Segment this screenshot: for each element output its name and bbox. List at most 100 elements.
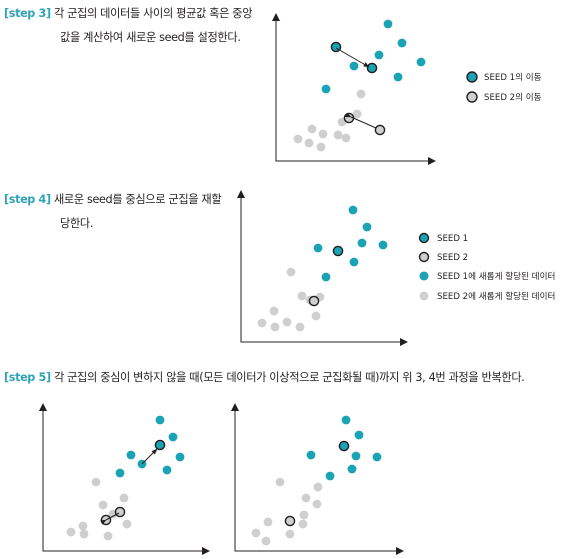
data-point-cluster2-13	[66, 527, 76, 537]
seed-point-cluster2-18	[308, 295, 320, 307]
seed-point-cluster2-18	[114, 506, 126, 518]
data-point-cluster2-8	[275, 477, 285, 487]
data-point-cluster2-14	[251, 528, 261, 538]
data-point-cluster1-2	[306, 450, 316, 460]
data-point-cluster2-13	[263, 517, 273, 527]
data-point-cluster2-15	[103, 531, 113, 541]
data-point-cluster2-18	[341, 133, 351, 143]
data-point-cluster2-13	[318, 129, 328, 139]
data-point-cluster2-8	[286, 267, 296, 277]
legend-seed1-move-label: SEED 1의 이동	[484, 72, 542, 83]
step4-description-1: 새로운 seed를 중심으로 군집을 재할	[53, 193, 222, 206]
legend-seed1-marker	[418, 232, 430, 244]
data-point-cluster2-16	[270, 322, 280, 332]
data-point-cluster1-2	[357, 238, 367, 248]
data-point-cluster1-2	[126, 450, 136, 460]
seed2-move-arrow	[345, 112, 377, 129]
data-point-cluster2-9	[301, 493, 311, 503]
step3-description-1: 각 군집의 데이터들 사이의 평균값 혹은 중앙	[53, 7, 253, 20]
seed-point-cluster2-18	[284, 515, 296, 527]
legend-seed2-assigned-label: SEED 2에 새롭게 할당된 데이터	[437, 290, 555, 302]
data-point-cluster2-9	[356, 89, 366, 99]
seed-point-cluster1-7	[332, 245, 344, 257]
data-point-cluster2-17	[298, 519, 308, 529]
seed-point-cluster1-7	[338, 440, 350, 452]
data-point-cluster1-6	[321, 84, 331, 94]
data-point-cluster1-3	[175, 452, 185, 462]
step5-text-line: [step 5] 각 군집의 중심이 변하지 않을 때(모든 데이터가 이상적으…	[4, 368, 525, 388]
data-point-cluster2-10	[98, 500, 108, 510]
data-point-cluster1-1	[168, 432, 178, 442]
data-point-cluster1-4	[162, 465, 172, 475]
step5-left-axes	[42, 406, 206, 552]
step5-description: 각 군집의 중심이 변하지 않을 때(모든 데이터가 이상적으로 군집화될 때)…	[53, 371, 525, 384]
legend-seed1-assigned-marker	[419, 271, 429, 281]
data-point-cluster1-3	[351, 451, 361, 461]
step3-text-line1: [step 3] 각 군집의 데이터들 사이의 평균값 혹은 중앙	[4, 4, 253, 24]
data-point-cluster1-0	[348, 205, 358, 215]
data-point-cluster2-14	[269, 306, 279, 316]
data-point-cluster1-1	[354, 430, 364, 440]
data-point-cluster2-12	[299, 510, 309, 520]
data-point-cluster1-0	[383, 19, 393, 29]
seed-point-cluster1-7	[154, 439, 166, 451]
data-point-cluster1-4	[393, 72, 403, 82]
data-point-cluster1-6	[325, 471, 335, 481]
data-point-cluster1-5	[347, 464, 357, 474]
legend-seed2-assigned-marker	[419, 291, 429, 301]
step3-text-line2: 값을 계산하여 새로운 seed를 설정한다.	[60, 31, 241, 44]
data-point-cluster2-9	[297, 291, 307, 301]
seed-point-cluster2-20	[374, 124, 386, 136]
step4-plot: SEED 1 SEED 2 SEED 1에 새롭게 할당된 데이터 SEED 2…	[237, 190, 555, 346]
step4-axes	[240, 193, 404, 343]
legend-seed1-move-marker	[466, 71, 478, 83]
step5-right-axes	[234, 406, 400, 552]
data-point-cluster2-15	[261, 536, 271, 546]
data-point-cluster2-10	[352, 109, 362, 119]
data-point-cluster2-16	[285, 529, 295, 539]
data-point-cluster1-5	[416, 57, 426, 67]
data-point-cluster2-12	[78, 521, 88, 531]
data-point-cluster2-9	[119, 493, 129, 503]
data-point-cluster2-17	[316, 142, 326, 152]
step5-seed1-move-arrow	[141, 448, 158, 465]
step3-axes	[275, 16, 432, 162]
data-point-cluster1-1	[397, 38, 407, 48]
data-point-cluster2-12	[311, 311, 321, 321]
data-point-cluster2-15	[293, 134, 303, 144]
data-point-cluster2-16	[122, 519, 132, 529]
step5-tag: [step 5]	[4, 371, 51, 384]
data-point-cluster2-14	[79, 529, 89, 539]
data-point-cluster1-3	[313, 243, 323, 253]
data-point-cluster1-0	[341, 415, 351, 425]
data-point-cluster1-1	[362, 222, 372, 232]
legend-seed2-marker	[418, 251, 430, 263]
step4-tag: [step 4]	[4, 193, 51, 206]
data-point-cluster2-12	[333, 130, 343, 140]
data-point-cluster2-11	[312, 499, 322, 509]
seed1-move-arrow	[335, 47, 370, 68]
data-point-cluster2-8	[91, 477, 101, 487]
seed-point-cluster1-8	[366, 62, 378, 74]
data-point-cluster2-13	[282, 317, 292, 327]
legend-seed2-move-marker	[466, 91, 478, 103]
data-point-cluster1-5	[349, 257, 359, 267]
data-point-cluster2-10	[313, 482, 323, 492]
legend-seed1-assigned-label: SEED 1에 새롭게 할당된 데이터	[437, 270, 555, 282]
data-point-cluster2-16	[304, 138, 314, 148]
data-point-cluster2-14	[307, 124, 317, 134]
data-point-cluster1-2	[374, 50, 384, 60]
data-point-cluster1-3	[349, 61, 359, 71]
data-point-cluster1-5	[115, 468, 125, 478]
step5-seed2-move-arrow	[100, 512, 120, 525]
data-point-cluster1-4	[378, 240, 388, 250]
data-point-cluster1-6	[321, 272, 331, 282]
data-point-cluster2-17	[295, 322, 305, 332]
step5-right-plot	[231, 403, 404, 555]
step4-text-line1: [step 4] 새로운 seed를 중심으로 군집을 재할	[4, 190, 222, 210]
legend-seed2-label: SEED 2	[437, 253, 468, 263]
data-point-cluster1-0	[155, 415, 165, 425]
step3-plot: SEED 1의 이동 SEED 2의 이동	[272, 13, 542, 165]
step4-text-line2: 당한다.	[60, 217, 94, 230]
